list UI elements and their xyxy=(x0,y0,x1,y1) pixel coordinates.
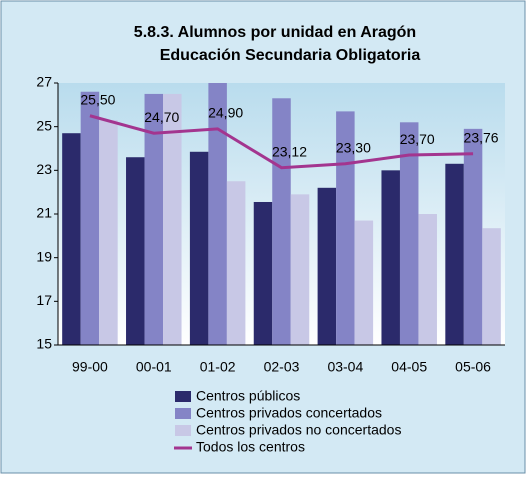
y-tick-label: 25 xyxy=(36,117,52,133)
legend-label: Todos los centros xyxy=(196,439,305,455)
line xyxy=(89,114,474,170)
y-tick-label: 17 xyxy=(36,292,52,308)
y-tick-label: 23 xyxy=(36,161,52,177)
plot xyxy=(62,83,501,345)
bar xyxy=(418,214,437,345)
bar xyxy=(290,194,310,345)
data-label: 23,70 xyxy=(400,131,435,147)
bar xyxy=(272,98,291,345)
y-tick-label: 21 xyxy=(36,205,52,221)
bar xyxy=(99,120,118,345)
bar xyxy=(399,122,419,345)
bar xyxy=(463,128,483,345)
y-tick-label: 19 xyxy=(36,248,52,264)
bar xyxy=(163,93,182,345)
bar xyxy=(253,201,273,345)
data-label: 25,50 xyxy=(80,91,115,107)
x-tick-label: 01-02 xyxy=(200,359,236,375)
x-tick-label: 02-03 xyxy=(264,359,300,375)
bar xyxy=(445,163,464,345)
x-tick-label: 99-00 xyxy=(72,359,108,375)
x-tick-label: 00-01 xyxy=(136,359,172,375)
bar xyxy=(226,181,246,345)
bar xyxy=(354,220,374,345)
data-label: 24,90 xyxy=(208,105,243,121)
data-label: 23,30 xyxy=(336,139,371,155)
data-label: 23,76 xyxy=(464,129,499,145)
data-label: 23,12 xyxy=(272,143,307,159)
legend-swatch xyxy=(175,391,191,402)
y-tick-label: 15 xyxy=(36,336,52,352)
legend-swatch xyxy=(175,425,191,436)
legend-label: Centros públicos xyxy=(196,388,300,404)
bar xyxy=(80,91,100,345)
y-tick-label: 27 xyxy=(36,74,52,90)
bar xyxy=(208,83,227,345)
bar xyxy=(482,228,501,345)
chart-title: 5.8.3. Alumnos por unidad en Aragón xyxy=(134,24,416,41)
bar xyxy=(381,170,400,345)
legend-label: Centros privados concertados xyxy=(196,405,382,421)
x-tick-label: 05-06 xyxy=(455,359,491,375)
bar xyxy=(189,151,209,345)
bar xyxy=(144,93,164,345)
bar xyxy=(62,133,81,345)
x-tick-label: 04-05 xyxy=(391,359,427,375)
bar xyxy=(126,157,145,345)
chart-subtitle: Educación Secundaria Obligatoria xyxy=(160,47,421,64)
bar xyxy=(317,187,337,345)
bar xyxy=(336,111,355,345)
legend-swatch xyxy=(175,408,191,419)
legend-label: Centros privados no concertados xyxy=(196,422,401,438)
x-tick-label: 03-04 xyxy=(327,359,363,375)
data-label: 24,70 xyxy=(144,109,179,125)
